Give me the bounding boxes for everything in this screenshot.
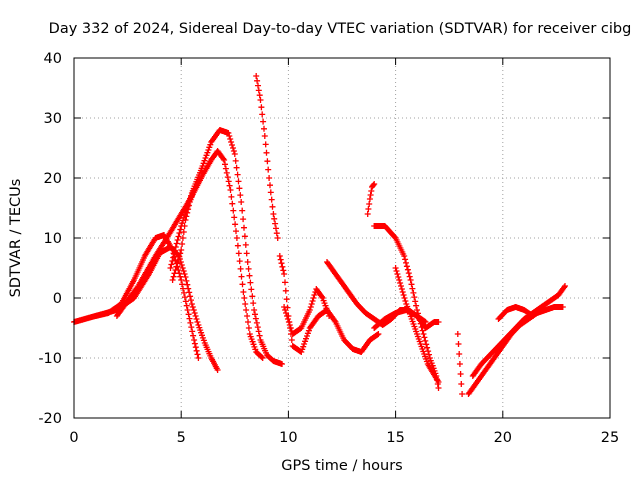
y-tick-label: 30 (44, 111, 62, 127)
series-track-7 (276, 253, 330, 355)
x-tick-label: 20 (494, 430, 512, 446)
y-tick-label: 0 (53, 291, 62, 307)
series-track-15 (454, 331, 466, 397)
x-tick-label: 15 (386, 430, 404, 446)
y-tick-label: 10 (44, 231, 62, 247)
y-axis-label: SDTVAR / TECUs (8, 179, 24, 298)
x-tick-label: 25 (601, 430, 619, 446)
y-tick-label: 20 (44, 171, 62, 187)
x-tick-label: 5 (177, 430, 186, 446)
data-marker-trail (364, 181, 378, 217)
series-track-10 (324, 307, 382, 355)
chart-title: Day 332 of 2024, Sidereal Day-to-day VTE… (49, 21, 632, 37)
x-axis-label: GPS time / hours (281, 458, 402, 474)
data-marker-trail (281, 286, 333, 337)
data-marker-trail (169, 187, 198, 283)
series-track-16 (465, 304, 566, 397)
data-marker-trail (392, 265, 442, 385)
series-track-2 (92, 244, 221, 373)
series-track-6 (253, 73, 281, 241)
y-tick-label: -20 (38, 411, 62, 427)
data-marker-trail (324, 307, 382, 355)
axis-ticks: 0 5 10 15 20 25 -20 -10 0 10 20 30 40 (38, 51, 619, 446)
data-marker-trail (495, 304, 536, 322)
data-marker-trail (167, 127, 285, 367)
series-track-18 (495, 304, 536, 322)
y-tick-label: -10 (38, 351, 62, 367)
series-track-4 (167, 127, 285, 367)
data-marker-trail (371, 223, 442, 391)
x-tick-label: 10 (279, 430, 297, 446)
data-marker-trail (253, 73, 281, 241)
data-marker-trail (454, 331, 466, 397)
data-marker-trail (92, 244, 221, 373)
x-tick-label: 0 (69, 430, 78, 446)
data-marker-trail (469, 283, 568, 379)
y-tick-label: 40 (44, 51, 62, 67)
data-marker-trail (276, 253, 330, 355)
data-marker-trail (465, 304, 566, 397)
series-track-13 (371, 307, 442, 331)
series-track-8 (281, 286, 333, 337)
data-marker-trail (371, 307, 442, 331)
series-track-14 (392, 265, 442, 385)
series-track-5 (169, 187, 198, 283)
series-track-12 (371, 223, 442, 391)
data-marker-trail (113, 148, 266, 361)
data-points (71, 73, 568, 397)
series-track-11 (364, 181, 378, 217)
series-track-3 (113, 148, 266, 361)
series-track-17 (469, 283, 568, 379)
